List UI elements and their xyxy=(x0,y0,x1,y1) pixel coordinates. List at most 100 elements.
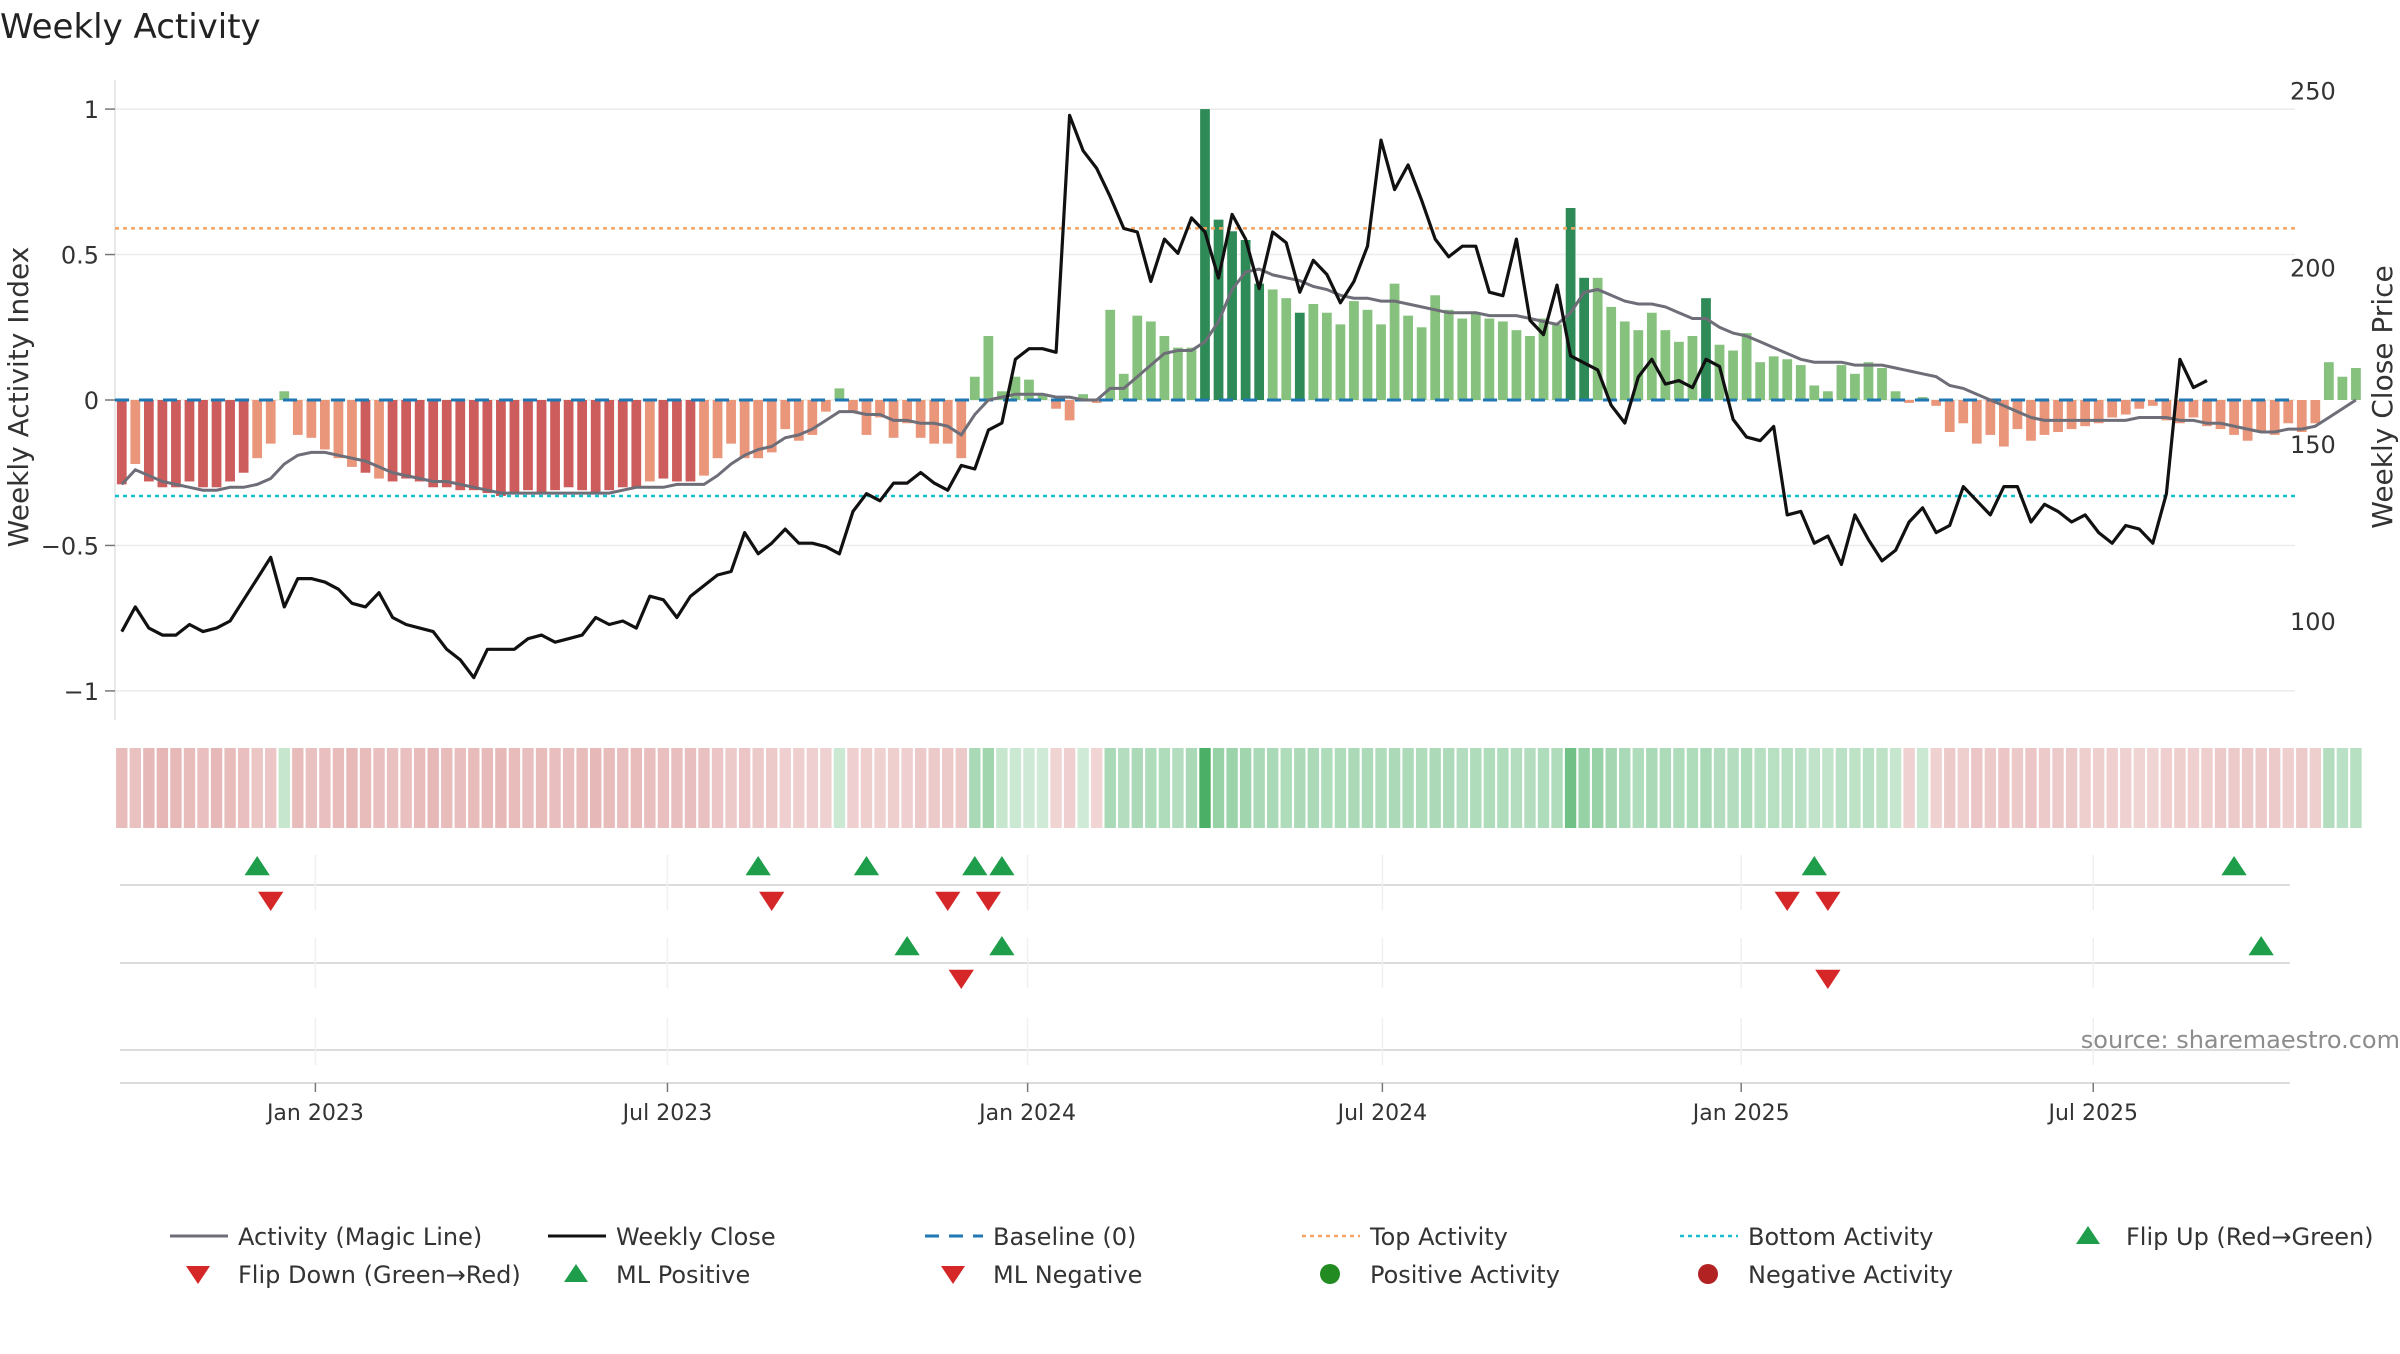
x-axis: Jan 2023 Jul 2023 Jan 2024 Jul 2024 Jan 2025… xyxy=(265,1083,2138,1126)
heat-cell-34 xyxy=(576,748,588,828)
activity-bar-138 xyxy=(1985,400,1996,435)
heat-cell-128 xyxy=(1849,748,1861,828)
heat-cell-60 xyxy=(928,748,940,828)
activity-bar-86 xyxy=(1281,298,1292,400)
activity-bar-17 xyxy=(347,400,357,467)
heat-cell-17 xyxy=(346,748,358,828)
heat-cell-82 xyxy=(1226,748,1238,828)
heat-cell-75 xyxy=(1131,748,1143,828)
activity-bar-45 xyxy=(726,400,736,444)
activity-bar-18 xyxy=(360,400,371,473)
heat-cell-160 xyxy=(2282,748,2294,828)
heat-cell-109 xyxy=(1591,748,1604,828)
heat-cell-85 xyxy=(1267,748,1279,828)
legend-label-flipup: Flip Up (Red→Green) xyxy=(2126,1223,2374,1251)
activity-bar-157 xyxy=(2242,400,2253,441)
activity-bar-150 xyxy=(2147,400,2158,406)
heat-cell-97 xyxy=(1429,748,1441,828)
heat-cell-3 xyxy=(156,748,169,828)
activity-bar-93 xyxy=(1376,324,1386,400)
heat-cell-15 xyxy=(319,748,331,828)
heat-cell-26 xyxy=(468,748,480,828)
activity-bar-14 xyxy=(306,400,317,438)
left-tick-label: 1 xyxy=(84,96,99,124)
legend: Activity (Magic Line) Weekly Close Baselin… xyxy=(170,1223,2374,1289)
activity-bar-121 xyxy=(1755,362,1766,400)
activity-bar-40 xyxy=(658,400,669,479)
activity-bar-112 xyxy=(1633,330,1644,400)
activity-bar-101 xyxy=(1484,318,1495,400)
heat-cell-117 xyxy=(1700,748,1712,828)
heat-cell-130 xyxy=(1876,748,1888,828)
heat-cell-137 xyxy=(1971,748,1983,828)
reference-lines xyxy=(115,227,2295,498)
heat-cell-157 xyxy=(2241,748,2254,828)
activity-bar-5 xyxy=(184,400,195,482)
heat-cell-132 xyxy=(1903,748,1915,828)
heat-cell-92 xyxy=(1361,748,1374,828)
flip-up-marker-2 xyxy=(853,856,880,876)
heat-cell-131 xyxy=(1889,748,1902,828)
activity-bar-11 xyxy=(265,400,276,444)
heat-cell-138 xyxy=(1984,748,1997,828)
activity-bar-6 xyxy=(198,400,208,488)
activity-bar-163 xyxy=(2323,362,2334,400)
flip-up-marker-1 xyxy=(745,856,771,876)
heat-cell-48 xyxy=(766,748,778,828)
heat-cell-84 xyxy=(1253,748,1265,828)
activity-bar-76 xyxy=(1145,321,1156,400)
heat-cell-140 xyxy=(2011,748,2024,828)
activity-bar-124 xyxy=(1795,365,1806,400)
activity-bar-73 xyxy=(1105,309,1116,400)
activity-bar-68 xyxy=(1037,394,1048,400)
activity-bar-69 xyxy=(1051,400,1061,409)
heat-cell-6 xyxy=(197,748,209,828)
activity-heat-strip xyxy=(116,748,2362,828)
heat-cell-53 xyxy=(833,748,846,828)
heat-cell-123 xyxy=(1781,748,1793,828)
flip-up-marker-6 xyxy=(2221,856,2247,876)
heat-cell-44 xyxy=(711,748,724,828)
activity-bar-70 xyxy=(1064,400,1075,421)
heat-cell-40 xyxy=(657,748,670,828)
heat-cell-56 xyxy=(874,748,886,828)
heat-cell-37 xyxy=(617,748,629,828)
heat-cell-155 xyxy=(2214,748,2227,828)
activity-bar-83 xyxy=(1240,240,1251,400)
heat-cell-107 xyxy=(1564,748,1577,828)
heat-cell-72 xyxy=(1090,748,1103,828)
activity-bar-160 xyxy=(2283,400,2294,424)
activity-bar-92 xyxy=(1362,309,1373,400)
heat-cell-102 xyxy=(1497,748,1509,828)
activity-bar-99 xyxy=(1457,318,1468,400)
heat-cell-144 xyxy=(2065,748,2078,828)
activity-bar-130 xyxy=(1877,368,1887,400)
activity-bar-161 xyxy=(2296,400,2307,432)
heat-cell-33 xyxy=(562,748,575,828)
legend-label-top: Top Activity xyxy=(1369,1223,1508,1251)
activity-bar-110 xyxy=(1606,306,1617,400)
activity-bar-98 xyxy=(1443,309,1454,400)
x-tick-label: Jan 2023 xyxy=(265,1101,364,1126)
heat-cell-159 xyxy=(2269,748,2281,828)
heat-cell-88 xyxy=(1307,748,1320,828)
activity-bar-52 xyxy=(820,400,831,412)
heat-cell-151 xyxy=(2160,748,2173,828)
x-tick-label: Jul 2023 xyxy=(621,1101,713,1126)
activity-bar-146 xyxy=(2093,400,2104,424)
activity-bar-77 xyxy=(1159,336,1170,400)
heat-cell-27 xyxy=(481,748,494,828)
legend-swatch-flipup xyxy=(2076,1226,2100,1244)
activity-bar-114 xyxy=(1660,330,1671,400)
activity-bar-46 xyxy=(739,400,750,459)
heat-cell-126 xyxy=(1822,748,1834,828)
legend-swatch-mlpos xyxy=(564,1264,588,1282)
activity-bar-153 xyxy=(2188,400,2199,418)
heat-cell-13 xyxy=(292,748,304,828)
activity-bar-164 xyxy=(2337,376,2348,400)
series-lines xyxy=(120,113,2357,680)
heat-cell-163 xyxy=(2323,748,2335,828)
heat-cell-78 xyxy=(1172,748,1184,828)
heat-cell-54 xyxy=(847,748,859,828)
heat-cell-51 xyxy=(806,748,819,828)
